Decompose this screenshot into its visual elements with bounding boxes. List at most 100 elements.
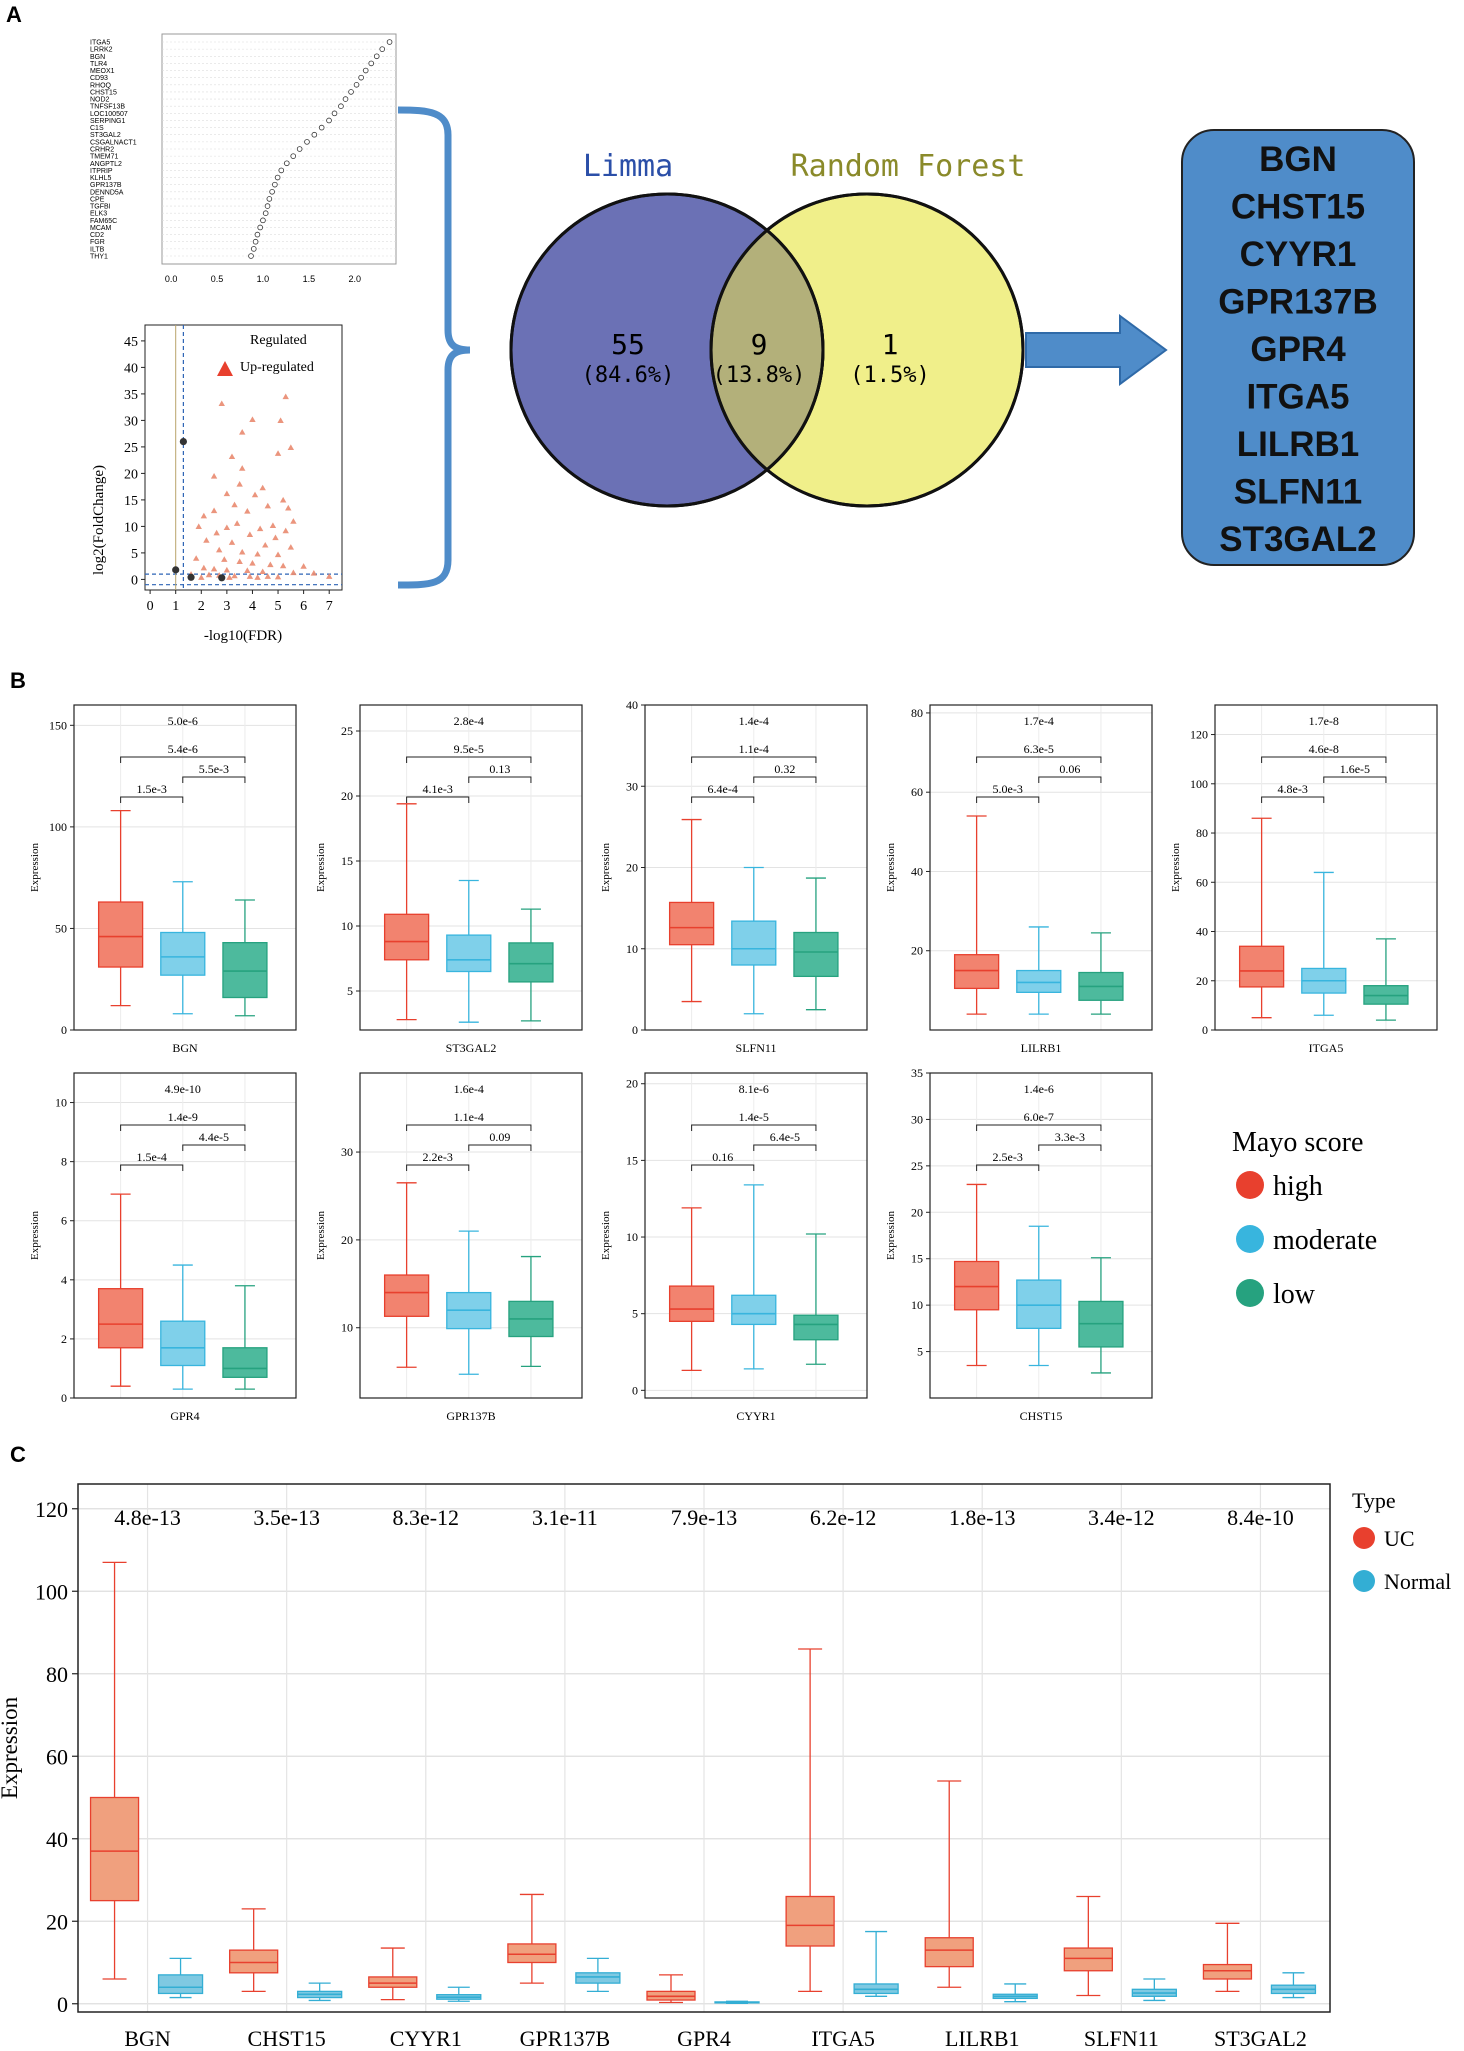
dotplot-gene-label: CSGALNACT1: [90, 139, 137, 146]
pvalue-overall: 2.8e-4: [454, 714, 484, 728]
volcano-up-point: [251, 491, 259, 498]
legend-swatch-moderate: [1236, 1225, 1264, 1253]
panel-c-frame: [77, 1483, 1331, 2013]
dotplot-xtick: 1.0: [257, 274, 270, 284]
subplot-ytick: 10: [341, 919, 353, 933]
legend-swatch-normal: [1353, 1570, 1375, 1592]
subplot-ytick: 20: [341, 789, 353, 803]
volcano-up-point: [300, 563, 307, 569]
pvalue-bracket: [182, 776, 246, 783]
panel-c-ytick: 80: [46, 1662, 68, 1687]
box-low-box: [793, 1314, 839, 1341]
subplot-ytick: 35: [911, 1066, 923, 1080]
pvalue-label: 9.5e-5: [454, 742, 484, 756]
uc-box: [924, 1937, 974, 1968]
pvalue-overall: 1.6e-4: [454, 1082, 484, 1096]
volcano-up-point: [259, 484, 266, 491]
volcano-up-point: [239, 429, 246, 435]
pvalue-bracket: [753, 1144, 817, 1151]
venn-right-count: 1: [882, 328, 899, 361]
panel-c-group-gpr4: 7.9e-13 GPR4: [646, 1505, 760, 2051]
uc-box: [89, 1796, 140, 1902]
panel-c-ytick: 120: [35, 1497, 68, 1522]
subplot-ytick: 50: [55, 921, 67, 935]
volcano-y-label: log2(FoldChange): [91, 465, 107, 575]
subplot-ytick: 20: [911, 1205, 923, 1219]
subplot-ytick: 40: [1196, 925, 1208, 939]
dotplot-gene-label: CD93: [90, 75, 108, 82]
panel-c-ytick: 0: [57, 1992, 68, 2017]
dotplot-point: [252, 238, 259, 245]
legend-swatch-uc: [1353, 1527, 1375, 1549]
pvalue-label: 1.6e-5: [1340, 762, 1370, 776]
dotplot-gene-label: DENND5A: [90, 189, 124, 196]
dotplot-point: [362, 67, 369, 74]
volcano-up-point: [326, 573, 333, 579]
gene-list-item: GPR4: [1250, 330, 1346, 369]
dotplot-xtick: 1.5: [303, 274, 316, 284]
dotplot-gene-label: CRHR2: [90, 147, 114, 154]
dotplot-point: [342, 96, 349, 102]
volcano-up-point: [205, 571, 213, 578]
volcano-up-point: [221, 556, 228, 562]
volcano-ytick: 30: [124, 414, 138, 429]
pvalue-bracket: [468, 1144, 532, 1151]
dotplot-gene-label: THY1: [90, 254, 108, 261]
subplot-ytick: 2: [61, 1332, 67, 1346]
dotplot-gene-label: TMEM71: [90, 154, 119, 161]
volcano-ytick: 5: [131, 547, 138, 562]
subplot-ytick: 150: [49, 718, 67, 732]
subplot-ytick: 4: [61, 1273, 67, 1287]
subplot-ytick: 60: [911, 785, 923, 799]
gene-list-item: CYYR1: [1240, 235, 1357, 274]
volcano-up-point: [287, 444, 295, 451]
pvalue-bracket: [182, 1144, 246, 1151]
dotplot-gene-label: C1S: [90, 125, 104, 132]
dotplot-gene-label: TGFBI: [90, 204, 111, 211]
dotplot-point: [373, 53, 380, 60]
panel-c-category: ITGA5: [811, 2026, 875, 2051]
volcano-xtick: 6: [300, 599, 307, 614]
volcano-up-point: [236, 558, 243, 564]
volcano-ns-point: [218, 574, 226, 582]
dotplot-gene-label: TLR4: [90, 61, 107, 68]
pvalue-label: 6.0e-7: [1024, 1110, 1054, 1124]
dotplot-gene-label: MCAM: [90, 225, 112, 232]
pvalue-label: 3.3e-3: [1055, 1130, 1085, 1144]
uc-box: [229, 1949, 279, 1974]
subplot-ytick: 20: [911, 944, 923, 958]
volcano-ytick: 45: [124, 335, 138, 350]
box-high-box: [953, 1260, 1000, 1311]
dotplot-gene-label: TNFSF13B: [90, 104, 125, 111]
dotplot-point: [272, 181, 278, 188]
dotplot-point: [296, 146, 303, 152]
subplot-ytick: 80: [1196, 826, 1208, 840]
dotplot-point: [254, 231, 261, 238]
volcano-up-point: [223, 524, 231, 531]
volcano-xtick: 3: [223, 599, 230, 614]
subplot-gene-label: ST3GAL2: [446, 1041, 497, 1055]
volcano-up-point: [223, 566, 231, 573]
panel-c-boxplot: 0 20 40 60 80 100 120 4.8e-13 BGN 3.5e-13 CHST15 8.…: [0, 1483, 1451, 2051]
subplot-ytick: 10: [341, 1321, 353, 1335]
volcano-up-point: [231, 501, 238, 508]
volcano-ytick: 20: [124, 467, 138, 482]
pvalue-label: 1.4e-5: [739, 1110, 769, 1124]
volcano-up-point: [282, 527, 289, 534]
pvalue-overall: 1.7e-4: [1024, 714, 1054, 728]
subplot-ytick: 30: [341, 1145, 353, 1159]
volcano-up-point: [210, 565, 218, 572]
pvalue-bracket: [120, 1124, 246, 1131]
importance-dot-plot: ITGA5LRRK2BGNTLR4MEOX1CD93RHOQCHST15NOD2…: [90, 33, 397, 284]
subplot-ytick: 30: [626, 779, 638, 793]
volcano-up-point: [246, 531, 254, 537]
venn-diagram: Limma Random Forest 55 (84.6%) 9 (13.8%)…: [509, 149, 1025, 508]
volcano-ns-point: [179, 438, 187, 446]
pvalue-label: 4.8e-3: [1278, 782, 1308, 796]
subplot-ytick: 15: [626, 1153, 638, 1167]
pvalue-bracket: [691, 1124, 817, 1131]
legend-label-normal: Normal: [1384, 1569, 1451, 1594]
subplot-ytick: 120: [1190, 728, 1208, 742]
volcano-up-point: [282, 393, 289, 400]
